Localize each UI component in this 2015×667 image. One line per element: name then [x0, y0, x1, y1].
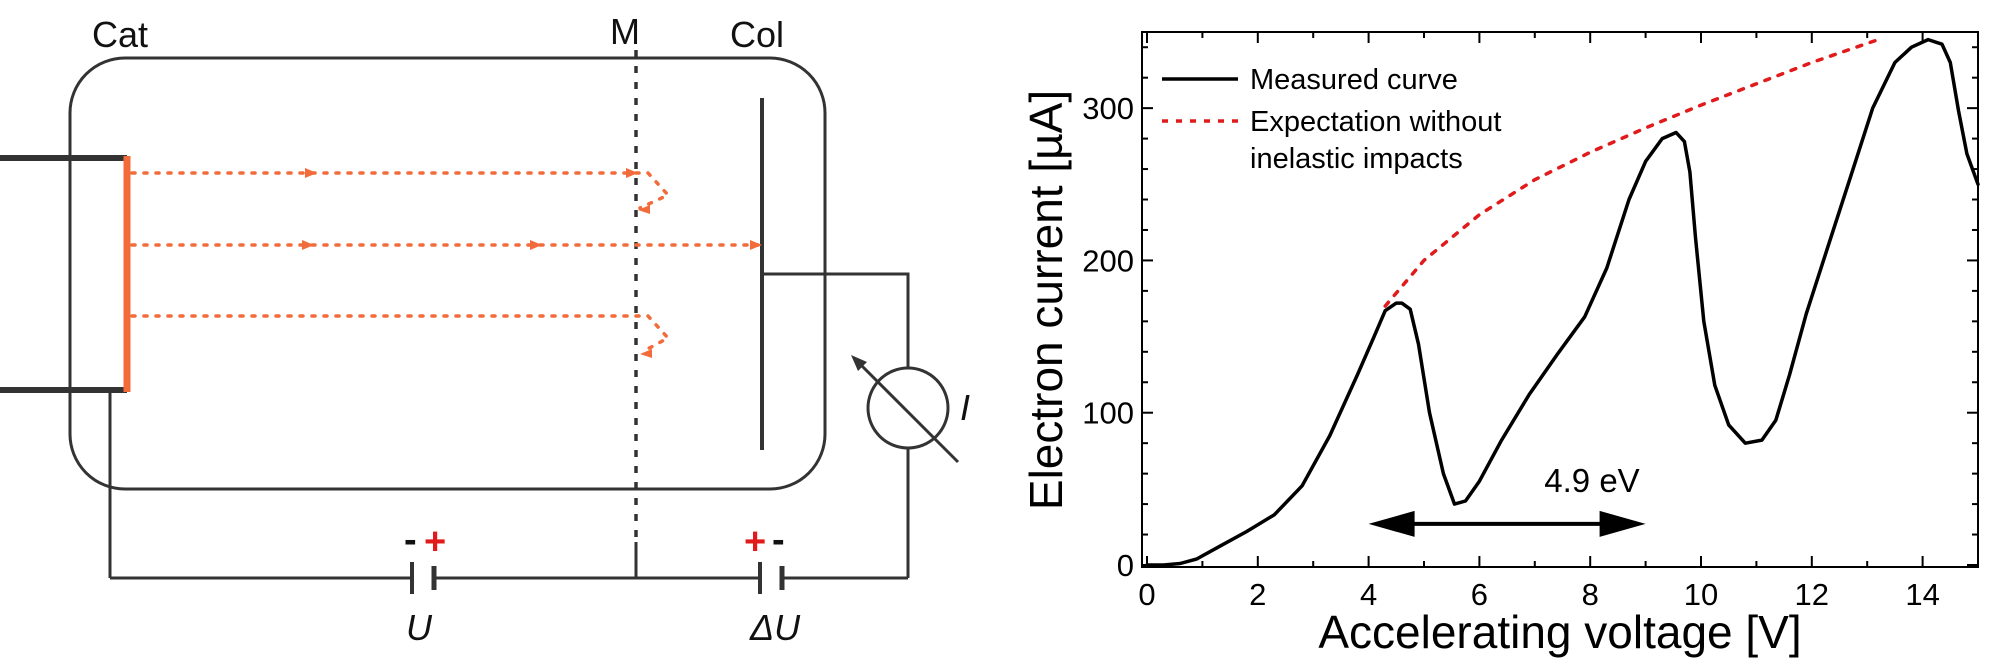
franck-hertz-schematic — [0, 50, 960, 594]
battery-u-plus: + — [424, 521, 446, 563]
series-layer — [1145, 37, 1980, 567]
x-tick-labels: 0 2 4 6 8 10 12 14 — [1138, 577, 1939, 612]
y-tick-labels: 0 100 200 300 — [1082, 91, 1134, 583]
y-tick-label: 200 — [1082, 243, 1134, 278]
ammeter-arrow-shaft — [854, 358, 960, 464]
electron-arrow — [640, 349, 652, 358]
electron-arrow — [305, 168, 317, 178]
electron-arrow — [638, 205, 650, 214]
plot-frame — [1141, 31, 1979, 568]
x-tick-label: 10 — [1684, 577, 1718, 612]
x-tick-label: 14 — [1905, 577, 1939, 612]
electron-arrow — [626, 168, 638, 178]
x-tick-label: 8 — [1582, 577, 1599, 612]
electron-arrowheads — [302, 168, 762, 358]
current-label: I — [960, 387, 970, 428]
legend-label-expected-line2: inelastic impacts — [1250, 143, 1463, 175]
electron-arrow — [302, 240, 314, 250]
x-tick-label: 0 — [1138, 577, 1155, 612]
x-tick-label: 2 — [1249, 577, 1266, 612]
series-line-measured — [1145, 37, 1980, 567]
legend: Measured curve Expectation without inela… — [1162, 64, 1510, 175]
battery-du-minus: - — [772, 519, 785, 561]
battery-du-plus: + — [744, 521, 766, 563]
voltage-du-label: ΔU — [749, 607, 801, 648]
collector-label: Col — [730, 14, 784, 55]
x-tick-label: 4 — [1360, 577, 1377, 612]
annotation-arrow-head-left — [1368, 510, 1415, 537]
ammeter — [866, 366, 950, 450]
ammeter-arrow-head — [851, 355, 867, 371]
y-tick-label: 0 — [1117, 548, 1134, 583]
x-tick-label: 6 — [1471, 577, 1488, 612]
legend-label-expected: Expectation without inelastic impacts — [1250, 106, 1510, 175]
series-line-expected — [1383, 37, 1881, 308]
electron-path-bottom — [130, 314, 671, 354]
annotation-label: 4.9 eV — [1544, 462, 1639, 499]
collector-wire — [762, 272, 910, 368]
y-tick-label: 300 — [1082, 91, 1134, 126]
electron-paths — [130, 171, 760, 354]
mesh-label: M — [610, 11, 640, 52]
axis-ticks — [1142, 32, 1979, 567]
y-axis-label: Electron current [µA] — [1020, 90, 1072, 510]
schematic-labels: Cat M Col I U ΔU — [92, 11, 970, 648]
legend-label-expected-line1: Expectation without — [1250, 106, 1501, 138]
voltage-u-label: U — [406, 607, 433, 648]
spacing-annotation: 4.9 eV — [1368, 462, 1646, 537]
x-tick-label: 12 — [1795, 577, 1829, 612]
polarity-marks: - + + - — [404, 519, 785, 563]
x-axis-label: Accelerating voltage [V] — [1318, 606, 1801, 658]
legend-label-measured: Measured curve — [1250, 64, 1458, 96]
chart: 0 2 4 6 8 10 12 14 0 100 200 300 Accelerating volt… — [1020, 31, 1980, 658]
cathode-label: Cat — [92, 14, 148, 55]
electron-path-top — [130, 171, 671, 210]
tube-outline — [68, 56, 827, 491]
battery-u-minus: - — [404, 519, 417, 561]
electron-arrow — [750, 240, 762, 250]
y-tick-label: 100 — [1082, 396, 1134, 431]
electron-arrow — [530, 240, 542, 250]
annotation-arrow-head-right — [1599, 510, 1646, 537]
